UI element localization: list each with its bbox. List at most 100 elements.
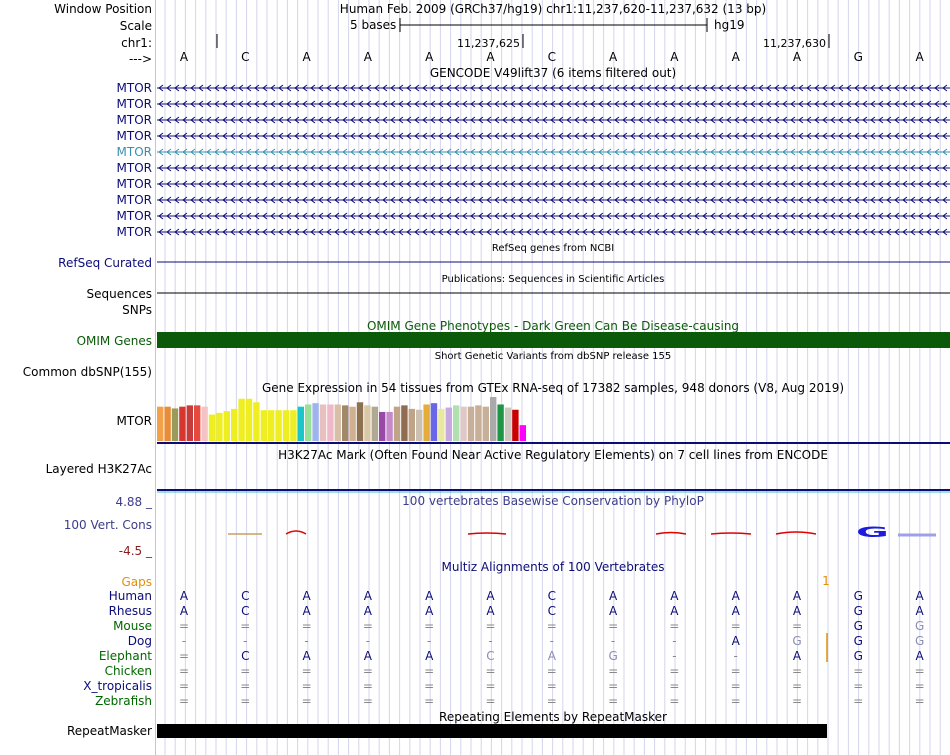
- gencode-gene-label[interactable]: MTOR: [116, 145, 152, 159]
- alignment-base: =: [608, 679, 618, 693]
- alignment-base: =: [179, 649, 189, 663]
- gtex-tissue-bar: [238, 398, 245, 441]
- gtex-tissue-bar: [275, 410, 282, 441]
- alignment-base: =: [363, 694, 373, 708]
- gtex-tissue-bar: [512, 409, 519, 441]
- alignment-base: =: [547, 679, 557, 693]
- alignment-base: =: [302, 619, 312, 633]
- dbsnp-label[interactable]: Common dbSNP(155): [22, 365, 152, 379]
- gtex-tissue-bar: [504, 407, 512, 441]
- gencode-gene-label[interactable]: MTOR: [116, 161, 152, 175]
- species-label[interactable]: Elephant: [98, 649, 152, 663]
- repeatmasker-block: [157, 724, 827, 738]
- window-position-label: Window Position: [54, 2, 152, 16]
- gencode-strand-arrows: [158, 148, 948, 156]
- alignment-base: =: [240, 619, 250, 633]
- assembly-text: hg19: [714, 18, 745, 32]
- sequence-base: A: [425, 50, 434, 64]
- gtex-tissue-bar: [349, 406, 356, 441]
- gtex-tissue-bar: [467, 406, 475, 441]
- alignment-base: =: [792, 694, 802, 708]
- alignment-base: =: [179, 694, 189, 708]
- species-label[interactable]: Dog: [127, 634, 152, 648]
- alignment-base: A: [486, 604, 495, 618]
- alignment-base: -: [304, 634, 308, 648]
- gencode-strand-arrows: [158, 228, 948, 236]
- gtex-tissue-bar: [416, 409, 423, 441]
- gtex-tissue-bar: [430, 403, 438, 441]
- alignment-base: =: [547, 694, 557, 708]
- alignment-base: =: [608, 664, 618, 678]
- gtex-tissue-bar: [179, 406, 186, 441]
- species-label[interactable]: X_tropicalis: [83, 679, 152, 693]
- gtex-tissue-bar: [164, 406, 171, 441]
- alignment-base: G: [854, 649, 863, 663]
- repeatmasker-label[interactable]: RepeatMasker: [66, 724, 152, 738]
- gencode-strand-arrows: [158, 84, 948, 92]
- gtex-gene-label[interactable]: MTOR: [116, 414, 152, 428]
- species-label[interactable]: Rhesus: [108, 604, 152, 618]
- refseq-label[interactable]: RefSeq Curated: [58, 256, 152, 270]
- gtex-tissue-bar: [364, 405, 371, 441]
- alignment-base: G: [915, 634, 924, 648]
- gtex-tissue-bar: [282, 410, 290, 441]
- phylop-score-mark: [710, 532, 752, 535]
- gencode-gene-label[interactable]: MTOR: [116, 129, 152, 143]
- sequence-base: A: [793, 50, 802, 64]
- snps-label[interactable]: SNPs: [122, 303, 152, 317]
- sequences-label[interactable]: Sequences: [86, 287, 152, 301]
- gtex-tissue-bar: [157, 406, 164, 441]
- gtex-tissue-bar: [194, 405, 201, 441]
- gencode-gene-label[interactable]: MTOR: [116, 113, 152, 127]
- track-labels: Window Position Scale chr1: ---> MTOR MTO…: [0, 0, 156, 755]
- alignment-base: =: [302, 694, 312, 708]
- species-label[interactable]: Human: [108, 589, 152, 603]
- alignment-base: =: [240, 679, 250, 693]
- gtex-tissue-bar: [297, 406, 304, 441]
- gencode-gene-label[interactable]: MTOR: [116, 81, 152, 95]
- alignment-base: -: [672, 634, 676, 648]
- gtex-tissue-bar: [342, 405, 349, 441]
- alignment-base: =: [547, 619, 557, 633]
- h3k27ac-label[interactable]: Layered H3K27Ac: [45, 462, 152, 476]
- gtex-tissue-bar: [475, 405, 482, 441]
- gtex-tissue-bar: [260, 410, 267, 441]
- label-separator: [155, 0, 156, 755]
- omim-label[interactable]: OMIM Genes: [76, 334, 152, 348]
- alignment-base: A: [425, 649, 434, 663]
- alignment-base: A: [915, 649, 924, 663]
- species-label[interactable]: Chicken: [104, 664, 152, 678]
- gtex-tissue-bar: [386, 411, 393, 441]
- alignment-base: =: [792, 679, 802, 693]
- alignment-base: G: [854, 619, 863, 633]
- window-position-text: Human Feb. 2009 (GRCh37/hg19) chr1:11,23…: [339, 2, 767, 16]
- alignment-base: A: [548, 649, 557, 663]
- gencode-gene-label[interactable]: MTOR: [116, 177, 152, 191]
- alignment-base: G: [792, 634, 801, 648]
- alignment-base: =: [853, 664, 863, 678]
- gencode-gene-label[interactable]: MTOR: [116, 225, 152, 239]
- coordinate-label: 11,237,630: [763, 37, 826, 50]
- phylop-score-mark: [285, 530, 307, 535]
- species-label[interactable]: Mouse: [113, 619, 152, 633]
- alignment-base: =: [485, 694, 495, 708]
- sequence-base: A: [670, 50, 679, 64]
- alignment-base: =: [240, 694, 250, 708]
- gencode-strand-arrows: [158, 180, 948, 188]
- alignment-base: =: [915, 679, 925, 693]
- alignment-base: A: [793, 604, 802, 618]
- alignment-base: =: [915, 694, 925, 708]
- gtex-tissue-bar: [223, 411, 230, 441]
- track-area[interactable]: 5 bases hg19 11,237,625 11,237,630 A C A A A A C A A…: [156, 0, 950, 755]
- repeatmasker-title: Repeating Elements by RepeatMasker: [439, 710, 667, 724]
- alignment-base: G: [854, 634, 863, 648]
- gencode-gene-label[interactable]: MTOR: [116, 193, 152, 207]
- species-label[interactable]: Zebrafish: [95, 694, 152, 708]
- gtex-tissue-bar: [401, 405, 408, 441]
- gencode-gene-label[interactable]: MTOR: [116, 209, 152, 223]
- cons-label[interactable]: 100 Vert. Cons: [63, 518, 152, 532]
- alignment-base: =: [302, 664, 312, 678]
- alignment-base: G: [915, 619, 924, 633]
- gencode-gene-label[interactable]: MTOR: [116, 97, 152, 111]
